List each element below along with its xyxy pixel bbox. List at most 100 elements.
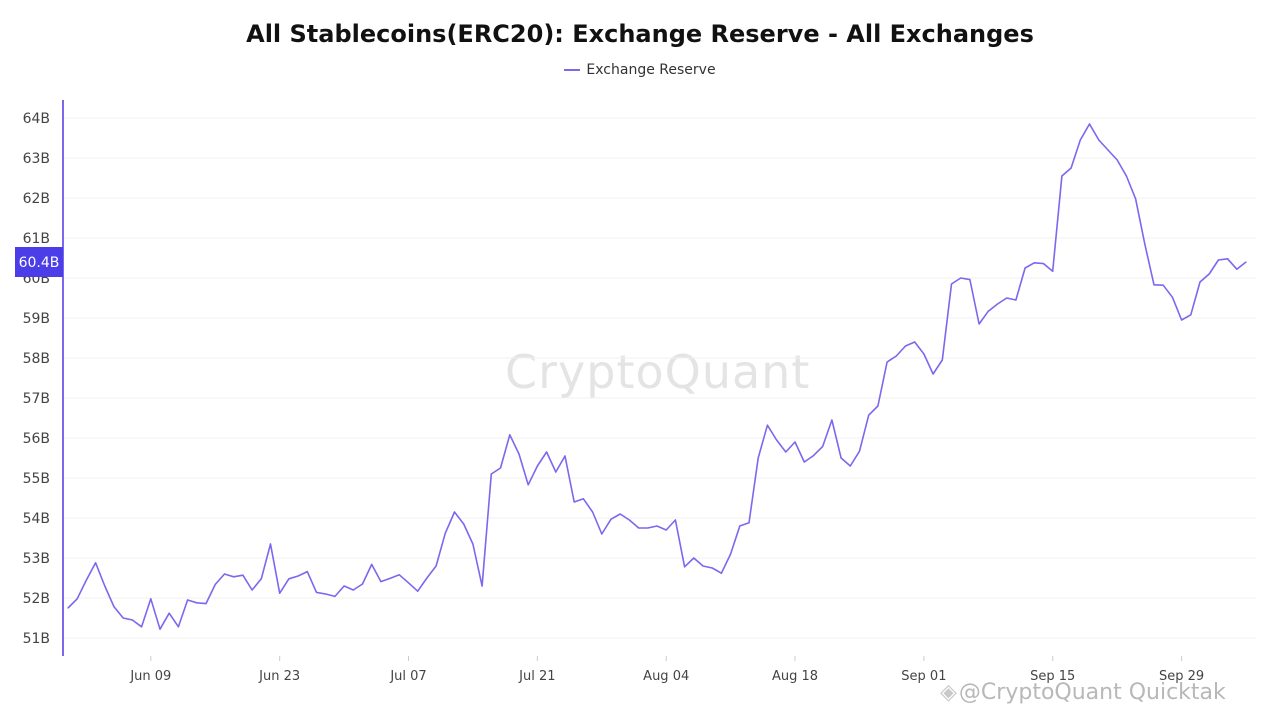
data-point [389,577,391,580]
data-point [325,593,327,595]
data-point [849,465,851,467]
y-axis-ticks: 51B52B53B54B55B56B57B58B59B60B61B62B63B6… [23,111,50,647]
data-point [1107,149,1109,151]
data-point [306,571,308,573]
data-point [656,525,658,527]
y-tick-label: 56B [23,431,50,447]
x-tick-label: Sep 29 [1159,669,1204,684]
data-point [1052,270,1054,272]
data-point [582,498,584,500]
data-point [472,543,474,545]
y-tick-label: 62B [23,191,50,207]
current-value-badge-bg [15,247,63,277]
data-point [987,310,989,312]
data-point [1153,284,1155,286]
data-point [1079,139,1081,141]
y-tick-label: 58B [23,351,50,367]
data-point [601,533,603,535]
data-point [950,283,953,285]
data-point [766,424,769,426]
data-point [223,573,226,575]
data-point [463,523,465,525]
data-point [730,553,732,555]
data-point [1061,175,1063,177]
data-point [1125,175,1127,177]
x-tick-label: Jul 07 [389,669,426,684]
data-point [803,461,805,463]
data-point [509,434,511,436]
data-point [481,585,483,587]
data-point [444,532,446,534]
data-point [499,467,502,469]
data-point [269,543,272,545]
data-point [923,353,925,355]
data-point [150,598,152,600]
legend[interactable]: Exchange Reserve [0,62,1280,78]
data-point [297,575,299,577]
data-point [647,527,649,529]
gridlines [63,117,1256,639]
data-point [684,566,686,568]
data-point [279,592,281,594]
data-point [1208,273,1210,275]
data-point [527,484,529,486]
data-point [711,567,713,569]
footer-watermark-text: @CryptoQuant Quicktak [958,680,1226,705]
y-tick-label: 53B [23,551,50,567]
data-point [1144,243,1146,245]
data-point [1098,139,1100,141]
data-point [545,451,548,453]
data-point [748,522,750,524]
data-point [1162,284,1164,286]
series-group [67,123,1247,631]
data-point [1024,267,1026,269]
data-point [932,373,934,375]
y-tick-label: 57B [23,391,50,407]
data-point [1199,281,1201,283]
data-point [122,617,124,619]
data-point [840,457,842,459]
y-tick-label: 61B [23,231,50,247]
data-point [739,525,741,527]
data-point [371,563,373,566]
y-tick-label: 52B [23,591,50,607]
data-point [233,576,235,578]
x-tick-label: Sep 01 [901,669,946,684]
data-point [205,603,207,605]
data-point [453,511,456,513]
data-point [1226,258,1229,260]
data-point [417,590,419,592]
data-point [858,450,861,452]
x-tick-label: Jul 21 [518,669,555,684]
data-point [978,323,980,325]
data-point [288,578,290,580]
data-point [113,606,115,608]
data-point [573,501,575,503]
data-point [76,598,78,600]
data-point [95,562,97,564]
x-tick-label: Jun 23 [258,669,300,684]
data-point [131,619,134,621]
data-point [886,361,888,363]
data-point [895,355,897,357]
data-point [398,574,400,576]
data-point [260,578,262,580]
data-point [380,581,382,583]
y-tick-label: 51B [23,631,50,647]
data-point [591,511,594,513]
data-point [555,471,557,473]
data-point [757,457,759,459]
data-point [1042,263,1045,265]
data-point [315,591,318,594]
data-point [1180,319,1183,321]
data-point [1217,259,1219,261]
data-point [352,589,354,591]
data-point [996,303,999,305]
data-point [960,277,962,279]
data-point [564,455,566,457]
data-point [1236,268,1238,270]
data-point [426,577,428,579]
data-point [1134,198,1137,200]
data-point [785,451,787,453]
data-point [435,565,437,567]
